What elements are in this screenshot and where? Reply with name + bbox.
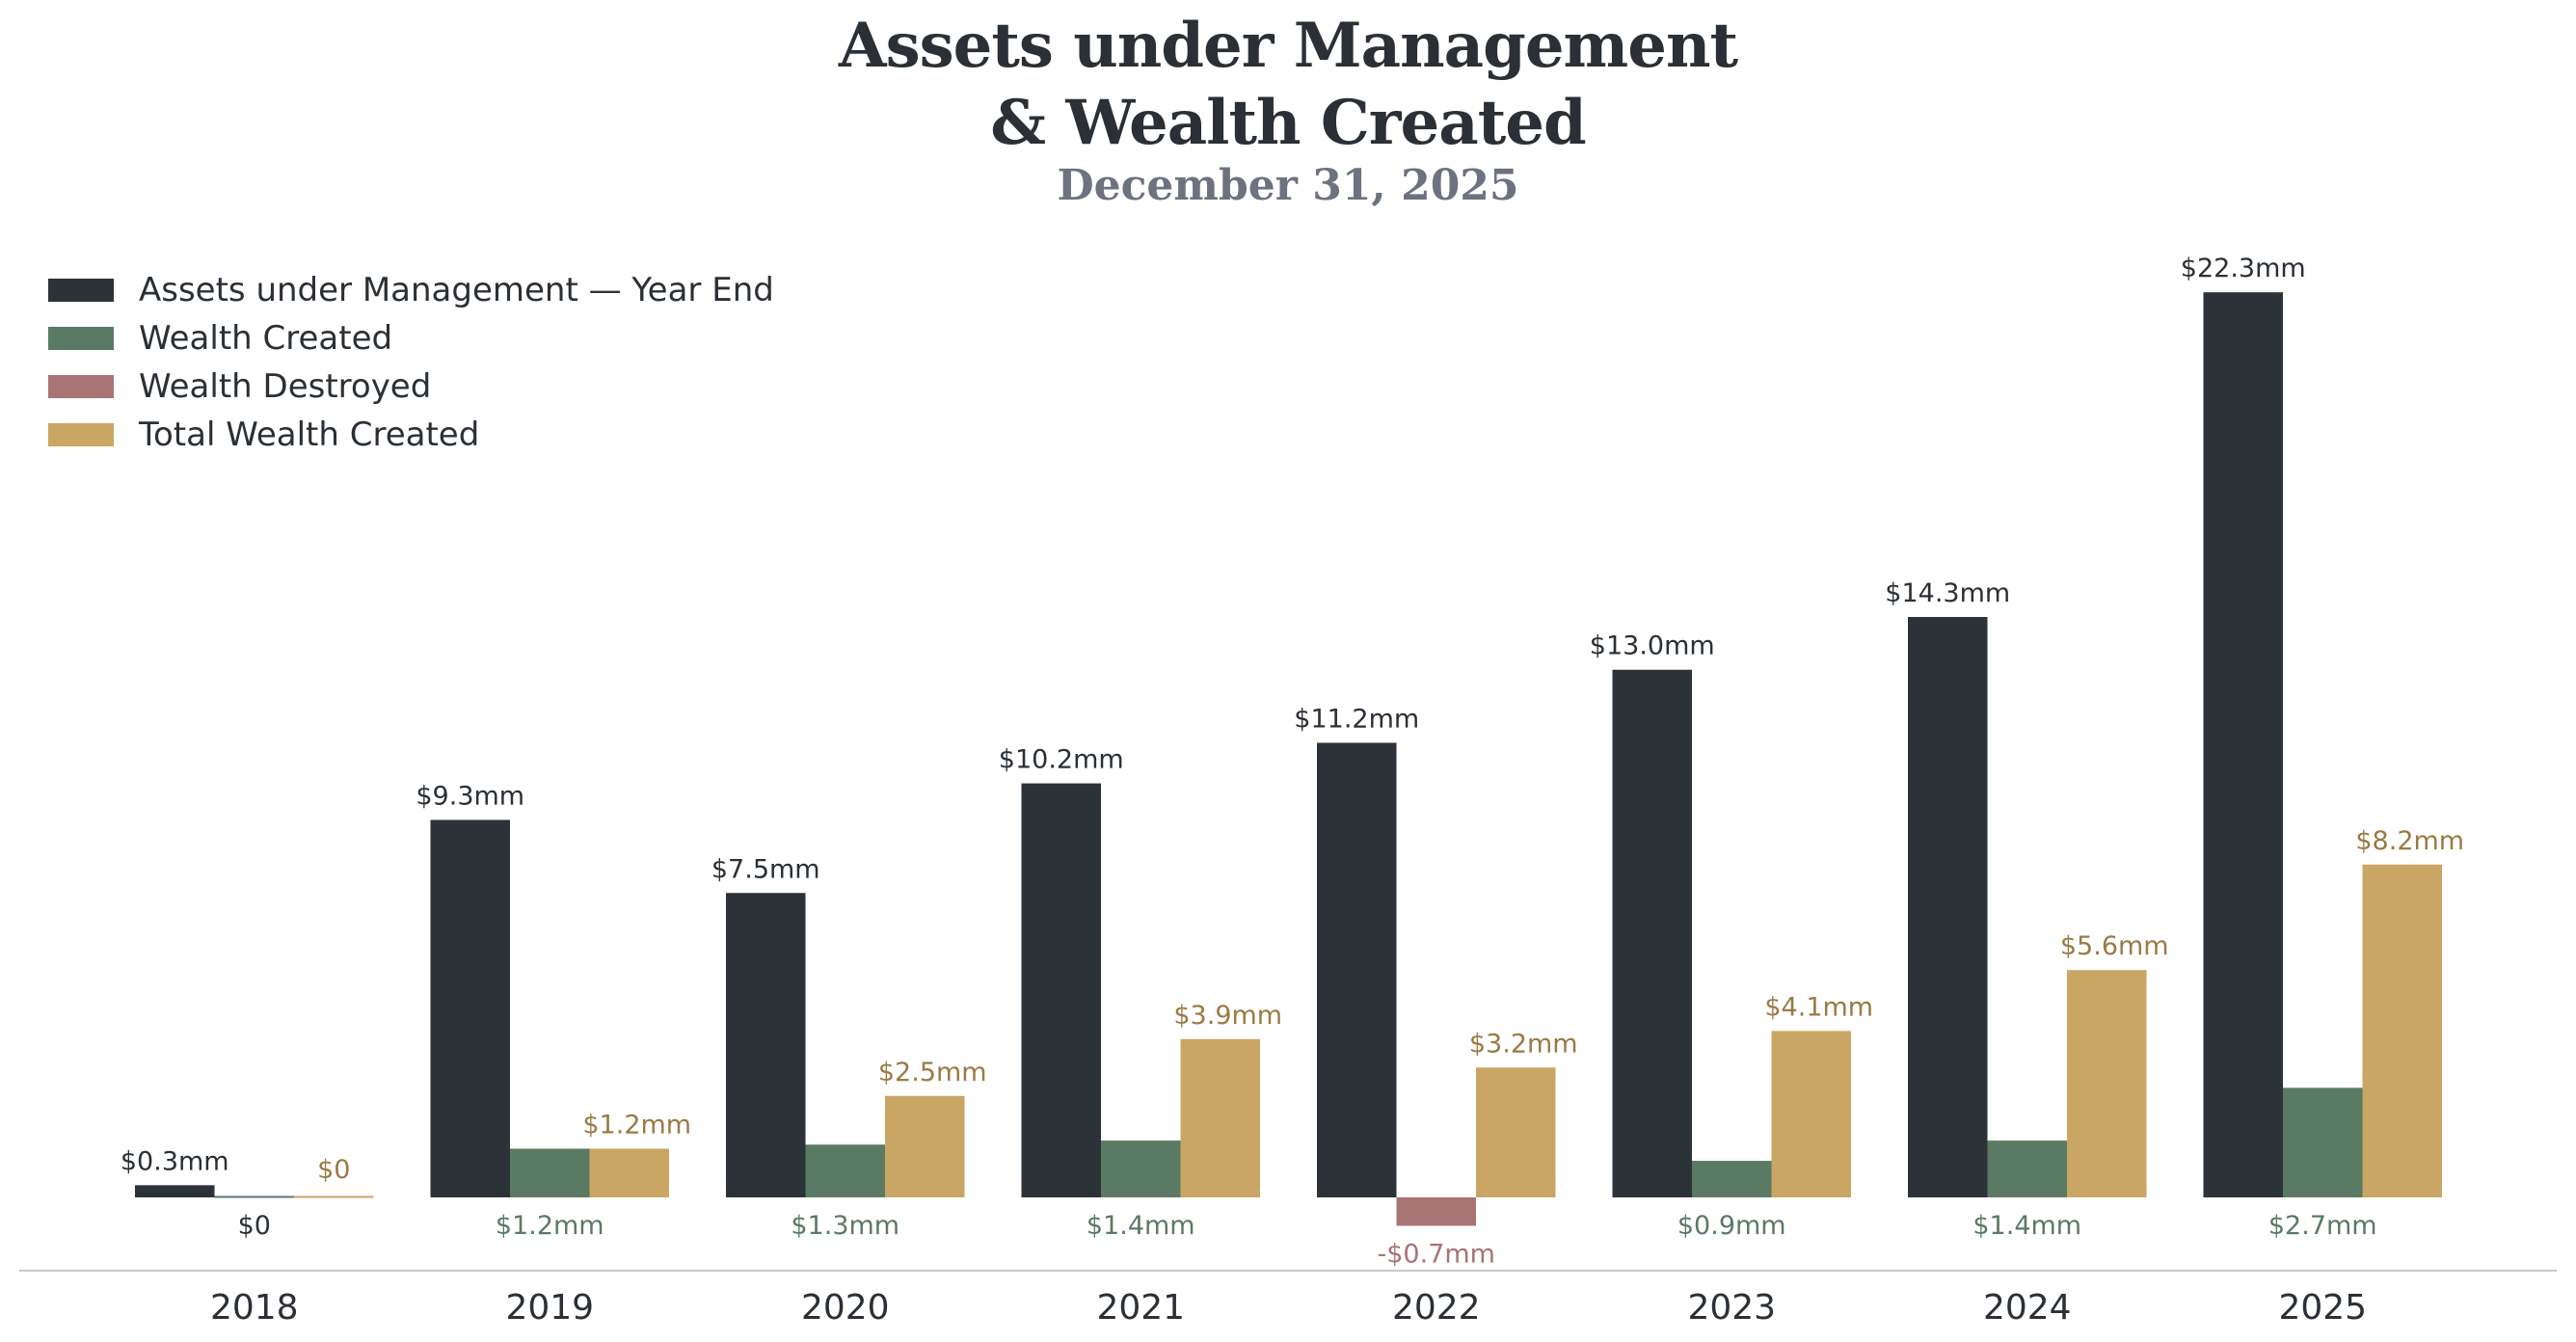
bar-total-wealth-2025 (2362, 864, 2442, 1197)
bar-wealth-created-2023 (1692, 1161, 1772, 1197)
chart-title-line-1: Assets under Management (838, 10, 1738, 82)
tick-label-2018: 2018 (210, 1288, 299, 1328)
bar-aum-2018 (135, 1185, 215, 1197)
legend-item-total-wealth: Total Wealth Created (48, 411, 774, 459)
legend-label-total-wealth: Total Wealth Created (139, 416, 480, 454)
data-label-wealth-created-2024: $1.4mm (1972, 1211, 2081, 1241)
chart-subtitle: December 31, 2025 (1057, 161, 1519, 210)
tick-label-2020: 2020 (801, 1288, 890, 1328)
bar-wealth-created-2022 (1396, 1197, 1476, 1226)
bar-total-wealth-2020 (885, 1095, 965, 1197)
data-label-wealth-created-2020: $1.3mm (791, 1211, 899, 1241)
legend-swatch-wealth-destroyed (48, 375, 114, 398)
data-label-aum-2018: $0.3mm (121, 1146, 229, 1176)
chart-title-line-2: & Wealth Created (990, 87, 1586, 159)
bar-wealth-created-2018 (214, 1195, 294, 1198)
legend-swatch-total-wealth (48, 423, 114, 446)
legend-item-aum: Assets under Management — Year End (48, 266, 774, 314)
bar-aum-2024 (1908, 616, 1988, 1197)
data-label-aum-2021: $10.2mm (999, 745, 1124, 775)
data-label-aum-2022: $11.2mm (1294, 704, 1419, 734)
data-label-total-wealth-2023: $4.1mm (1764, 992, 1873, 1022)
bar-aum-2021 (1021, 783, 1101, 1197)
data-label-wealth-created-2018: $0 (238, 1211, 271, 1241)
data-label-total-wealth-2022: $3.2mm (1469, 1029, 1578, 1059)
data-label-total-wealth-2024: $5.6mm (2060, 931, 2169, 961)
data-label-aum-2025: $22.3mm (2181, 254, 2306, 283)
legend-label-aum: Assets under Management — Year End (139, 271, 774, 309)
legend-item-wealth-destroyed: Wealth Destroyed (48, 362, 774, 411)
data-label-wealth-created-2019: $1.2mm (496, 1211, 604, 1241)
data-label-aum-2020: $7.5mm (711, 854, 820, 884)
bar-total-wealth-2024 (2067, 970, 2147, 1197)
legend-swatch-aum (48, 279, 114, 302)
data-label-total-wealth-2018: $0 (317, 1155, 350, 1185)
bar-aum-2022 (1317, 742, 1397, 1197)
data-label-aum-2024: $14.3mm (1885, 578, 2010, 608)
bar-total-wealth-2019 (589, 1148, 669, 1197)
bar-aum-2019 (430, 819, 510, 1197)
data-label-wealth-created-2021: $1.4mm (1087, 1211, 1195, 1241)
bar-total-wealth-2021 (1180, 1038, 1260, 1197)
data-label-wealth-created-2023: $0.9mm (1677, 1211, 1786, 1241)
bar-aum-2023 (1612, 669, 1692, 1197)
tick-label-2019: 2019 (505, 1288, 594, 1328)
chart-title-block: Assets under Management & Wealth Created… (0, 8, 2576, 210)
bar-aum-2020 (726, 893, 806, 1197)
data-label-wealth-created-2022: -$0.7mm (1378, 1239, 1495, 1269)
data-label-aum-2019: $9.3mm (416, 781, 524, 811)
data-label-total-wealth-2019: $1.2mm (582, 1110, 691, 1140)
data-label-total-wealth-2021: $3.9mm (1173, 1001, 1282, 1031)
bar-total-wealth-2023 (1771, 1031, 1851, 1197)
bar-wealth-created-2020 (805, 1144, 885, 1197)
tick-label-2022: 2022 (1392, 1288, 1481, 1328)
data-label-aum-2023: $13.0mm (1590, 631, 1715, 661)
tick-label-2023: 2023 (1687, 1288, 1776, 1328)
bar-total-wealth-2018 (294, 1195, 374, 1198)
data-label-total-wealth-2025: $8.2mm (2355, 826, 2464, 856)
data-label-total-wealth-2020: $2.5mm (878, 1058, 987, 1087)
bar-wealth-created-2021 (1101, 1141, 1181, 1197)
data-label-wealth-created-2025: $2.7mm (2268, 1211, 2377, 1241)
tick-label-2024: 2024 (1983, 1288, 2072, 1328)
bar-aum-2025 (2203, 292, 2283, 1197)
legend-label-wealth-created: Wealth Created (139, 319, 393, 358)
tick-label-2025: 2025 (2278, 1288, 2367, 1328)
legend-item-wealth-created: Wealth Created (48, 314, 774, 362)
tick-label-2021: 2021 (1096, 1288, 1185, 1328)
legend-label-wealth-destroyed: Wealth Destroyed (139, 367, 432, 406)
bar-total-wealth-2022 (1476, 1067, 1556, 1197)
bar-wealth-created-2024 (1987, 1141, 2067, 1197)
bar-wealth-created-2025 (2283, 1087, 2363, 1197)
chart-legend: Assets under Management — Year End Wealt… (48, 266, 774, 459)
bar-wealth-created-2019 (510, 1148, 590, 1197)
legend-swatch-wealth-created (48, 327, 114, 350)
